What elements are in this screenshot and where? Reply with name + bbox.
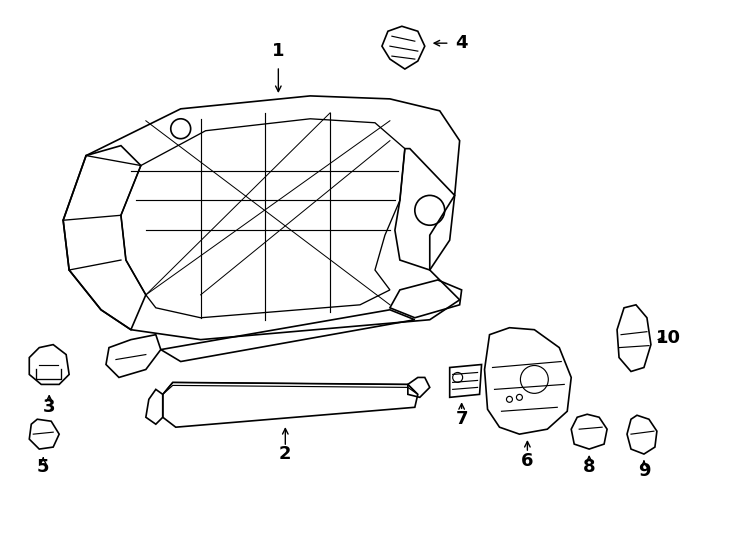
Text: 9: 9 — [638, 462, 650, 480]
Text: 10: 10 — [656, 329, 681, 347]
Text: 2: 2 — [279, 445, 291, 463]
Text: 8: 8 — [583, 458, 595, 476]
Text: 7: 7 — [455, 410, 468, 428]
Text: 6: 6 — [521, 452, 534, 470]
Text: 1: 1 — [272, 42, 285, 60]
Text: 5: 5 — [37, 458, 49, 476]
Text: 3: 3 — [43, 399, 56, 416]
Text: 4: 4 — [455, 34, 468, 52]
